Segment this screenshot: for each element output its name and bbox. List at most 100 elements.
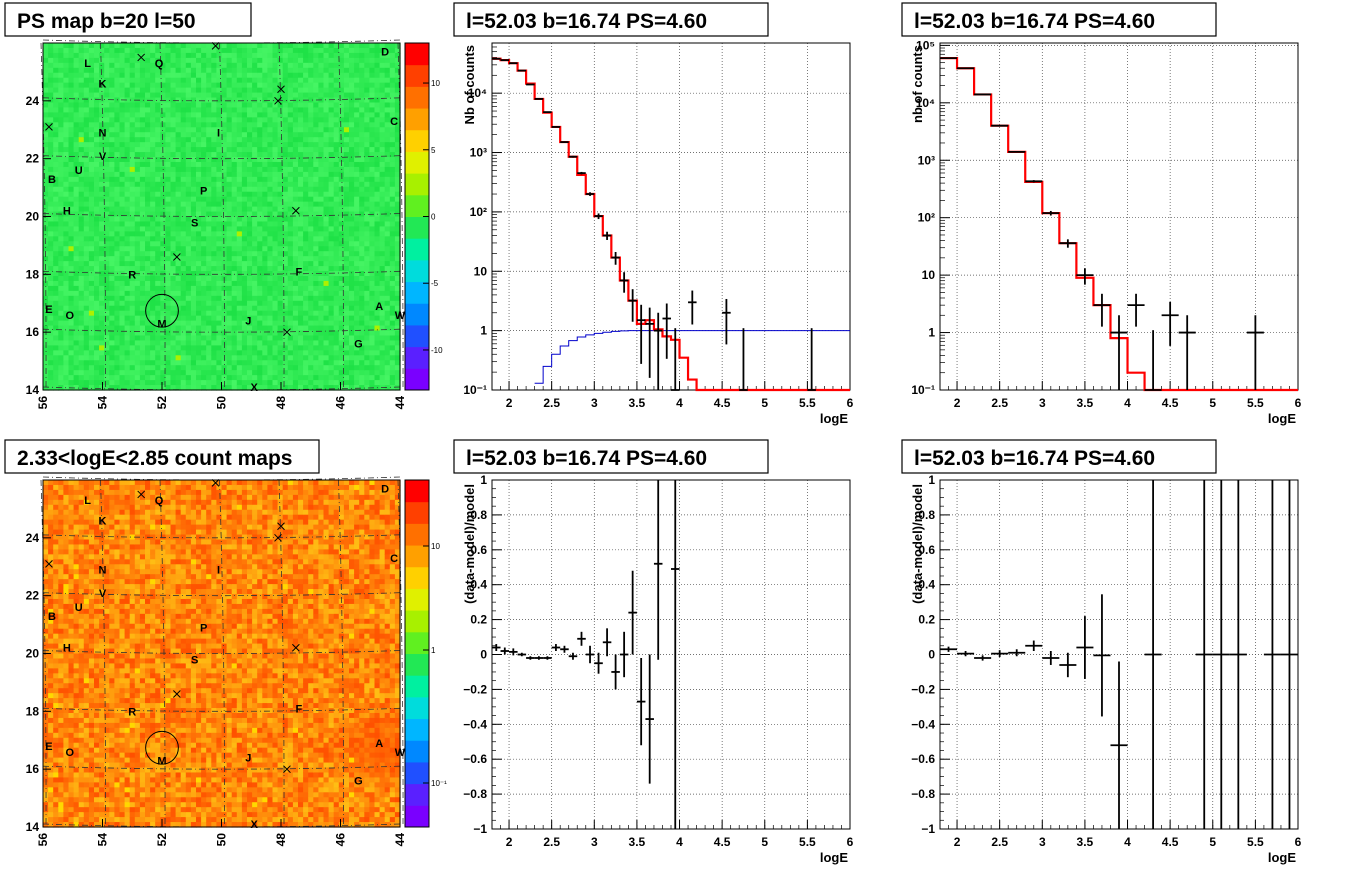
map-pixel — [78, 102, 85, 109]
map-pixel — [88, 261, 95, 267]
map-pixel — [364, 271, 370, 277]
map-pixel — [313, 275, 319, 282]
map-pixel — [185, 181, 192, 188]
map-pixel — [323, 127, 330, 133]
map-pixel — [201, 236, 207, 242]
map-pixel — [104, 236, 110, 242]
map-pixel — [231, 127, 238, 133]
map-pixel — [298, 62, 304, 69]
map-pixel — [241, 87, 248, 94]
map-pixel — [109, 315, 115, 322]
map-pixel — [338, 216, 345, 223]
map-pixel — [180, 171, 187, 178]
map-pixel — [226, 246, 233, 252]
map-pixel — [298, 360, 304, 366]
map-pixel — [354, 325, 360, 332]
map-pixel — [150, 266, 156, 272]
map-cross-marker — [283, 328, 291, 337]
map-pixel — [277, 122, 284, 128]
map-pixel — [180, 72, 187, 79]
map-pixel — [155, 231, 161, 237]
map-pixel — [160, 57, 166, 64]
map-pixel — [83, 246, 90, 252]
map-pixel — [150, 157, 156, 163]
map-pixel — [206, 355, 212, 361]
map-pixel — [63, 97, 70, 104]
map-pixel — [394, 171, 401, 178]
map-pixel — [196, 375, 202, 381]
map-pixel — [318, 335, 325, 342]
map-pixel — [282, 280, 289, 287]
map-pixel — [277, 226, 284, 232]
map-pixel — [247, 206, 253, 213]
map-pixel — [53, 370, 59, 376]
map-pixel — [185, 370, 192, 376]
map-pixel — [53, 107, 59, 113]
map-pixel — [343, 290, 350, 297]
map-pixel — [211, 112, 217, 118]
map-pixel — [226, 147, 233, 153]
map-pixel — [384, 370, 391, 376]
map-pixel — [145, 77, 151, 84]
map-pixel — [73, 271, 80, 277]
map-pixel — [343, 315, 350, 322]
map-pixel — [180, 52, 187, 59]
map-pixel — [267, 112, 274, 118]
map-pixel — [160, 370, 166, 376]
map-pixel — [359, 385, 365, 391]
map-pixel — [272, 310, 279, 317]
map-pixel — [63, 102, 70, 109]
map-pixel — [241, 127, 248, 133]
map-pixel — [292, 62, 299, 69]
map-pixel — [298, 107, 304, 113]
map-pixel — [83, 345, 90, 351]
map-pixel — [88, 206, 95, 213]
map-pixel — [277, 330, 284, 337]
map-pixel — [180, 216, 187, 223]
map-pixel — [170, 127, 177, 133]
map-pixel — [73, 221, 80, 228]
map-pixel — [129, 196, 136, 203]
map-pixel — [267, 300, 274, 307]
map-pixel — [287, 315, 294, 322]
map-pixel — [196, 236, 202, 242]
map-pixel — [160, 191, 166, 198]
map-pixel — [379, 241, 386, 247]
map-pixel — [160, 310, 166, 317]
map-pixel — [185, 320, 192, 327]
map-pixel — [272, 67, 279, 74]
map-pixel — [262, 320, 268, 327]
map-pixel — [303, 191, 309, 198]
map-pixel — [165, 127, 172, 133]
map-pixel — [211, 186, 217, 193]
map-pixel — [53, 122, 59, 128]
map-pixel — [196, 87, 202, 94]
map-pixel — [282, 52, 289, 59]
map-pixel — [292, 57, 299, 64]
map-pixel — [68, 340, 75, 346]
map-pixel — [282, 47, 289, 54]
map-pixel — [94, 92, 100, 99]
map-pixel — [114, 251, 121, 257]
map-pixel — [206, 196, 212, 203]
map-pixel — [170, 137, 177, 143]
map-pixel — [190, 117, 197, 123]
map-pixel — [282, 266, 289, 272]
map-pixel — [374, 370, 381, 376]
map-pixel — [73, 201, 80, 208]
map-pixel — [155, 246, 161, 252]
map-pixel — [78, 310, 85, 317]
map-pixel — [124, 320, 131, 327]
map-pixel — [379, 380, 386, 386]
map-pixel — [359, 241, 365, 247]
map-pixel — [211, 290, 217, 297]
map-cross-marker — [274, 96, 282, 105]
map-pixel — [145, 350, 151, 356]
map-pixel — [236, 72, 243, 79]
map-pixel — [104, 122, 110, 128]
map-pixel — [354, 57, 360, 64]
map-pixel — [308, 261, 314, 267]
map-pixel — [160, 137, 166, 143]
map-pixel — [99, 221, 105, 228]
map-pixel — [68, 285, 75, 292]
